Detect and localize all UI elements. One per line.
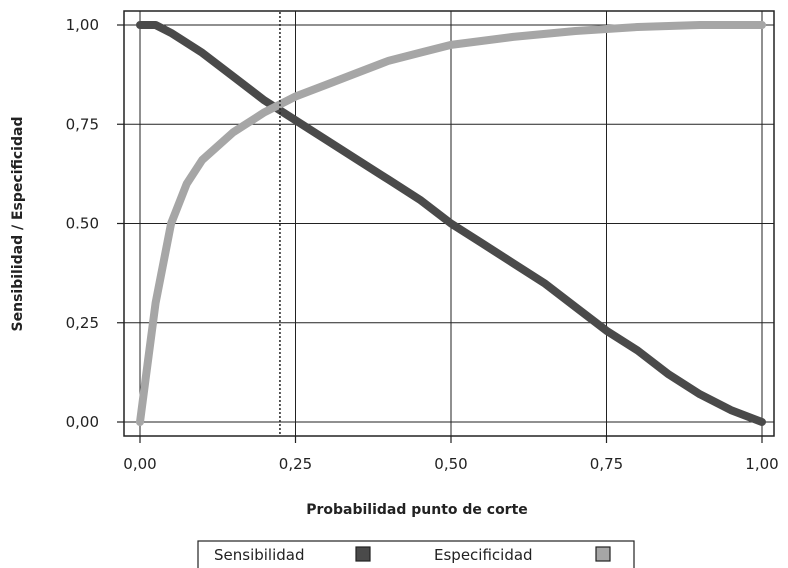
y-tick-label: 1,00 (66, 16, 99, 34)
legend-swatch-especificidad (595, 546, 611, 562)
y-tick-label: 0,00 (66, 413, 99, 431)
x-tick-label: 0,75 (590, 455, 623, 473)
y-tick-label: 0.50 (66, 215, 99, 233)
x-tick-label: 0,25 (279, 455, 312, 473)
legend-swatch-sensibilidad (355, 546, 371, 562)
y-axis-title: Sensibilidad / Especificidad (10, 117, 26, 332)
legend-label-sensibilidad: Sensibilidad (214, 546, 305, 564)
x-axis-title: Probabilidad punto de corte (306, 502, 528, 518)
legend: Sensibilidad Especificidad (197, 540, 635, 568)
x-tick-label: 0,00 (123, 455, 156, 473)
legend-label-especificidad: Especificidad (434, 546, 533, 564)
y-tick-label: 0,75 (66, 115, 99, 133)
x-tick-label: 1,00 (745, 455, 778, 473)
series-layer (136, 21, 766, 426)
ticks: 0,00 0,25 0,50 0,75 1,00 0,00 0,25 0.50 0,75 1,00 (66, 16, 779, 473)
x-tick-label: 0,50 (434, 455, 467, 473)
series-sensibilidad-line (136, 21, 766, 426)
y-tick-label: 0,25 (66, 314, 99, 332)
legend-frame (197, 540, 635, 568)
series-especificidad-line (136, 21, 766, 426)
